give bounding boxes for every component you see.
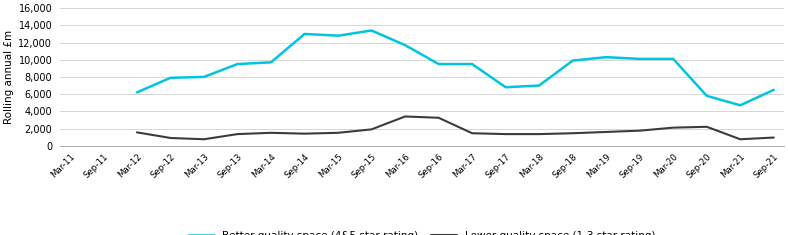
Lower quality space (1-3 star rating) (668, 126, 678, 129)
Better quality space (4&5 star rating) (333, 34, 343, 37)
Lower quality space (1-3 star rating) (132, 131, 142, 134)
Legend: Better quality space (4&5 star rating), Lower quality space (1-3 star rating): Better quality space (4&5 star rating), … (188, 231, 656, 235)
Better quality space (4&5 star rating) (568, 59, 578, 62)
Lower quality space (1-3 star rating) (501, 133, 511, 136)
Better quality space (4&5 star rating) (434, 63, 444, 66)
Better quality space (4&5 star rating) (199, 75, 209, 78)
Lower quality space (1-3 star rating) (434, 116, 444, 119)
Better quality space (4&5 star rating) (501, 86, 511, 89)
Lower quality space (1-3 star rating) (165, 137, 175, 139)
Lower quality space (1-3 star rating) (534, 133, 544, 136)
Better quality space (4&5 star rating) (668, 58, 678, 60)
Lower quality space (1-3 star rating) (199, 138, 209, 141)
Line: Lower quality space (1-3 star rating): Lower quality space (1-3 star rating) (137, 117, 774, 139)
Lower quality space (1-3 star rating) (568, 132, 578, 135)
Better quality space (4&5 star rating) (735, 104, 745, 107)
Lower quality space (1-3 star rating) (333, 131, 343, 134)
Better quality space (4&5 star rating) (769, 88, 779, 91)
Lower quality space (1-3 star rating) (735, 138, 745, 141)
Better quality space (4&5 star rating) (702, 94, 712, 97)
Better quality space (4&5 star rating) (299, 32, 309, 35)
Better quality space (4&5 star rating) (400, 44, 410, 47)
Line: Better quality space (4&5 star rating): Better quality space (4&5 star rating) (137, 31, 774, 105)
Better quality space (4&5 star rating) (165, 76, 175, 79)
Better quality space (4&5 star rating) (132, 91, 142, 94)
Lower quality space (1-3 star rating) (702, 125, 712, 128)
Lower quality space (1-3 star rating) (601, 130, 611, 133)
Lower quality space (1-3 star rating) (367, 128, 377, 131)
Lower quality space (1-3 star rating) (467, 132, 477, 135)
Lower quality space (1-3 star rating) (635, 129, 645, 132)
Better quality space (4&5 star rating) (635, 58, 645, 60)
Better quality space (4&5 star rating) (367, 29, 377, 32)
Lower quality space (1-3 star rating) (266, 131, 276, 134)
Better quality space (4&5 star rating) (601, 56, 611, 59)
Lower quality space (1-3 star rating) (400, 115, 410, 118)
Better quality space (4&5 star rating) (266, 61, 276, 64)
Lower quality space (1-3 star rating) (769, 136, 779, 139)
Lower quality space (1-3 star rating) (232, 133, 242, 136)
Lower quality space (1-3 star rating) (299, 132, 309, 135)
Better quality space (4&5 star rating) (467, 63, 477, 66)
Better quality space (4&5 star rating) (232, 63, 242, 66)
Y-axis label: Rolling annual £m: Rolling annual £m (4, 30, 14, 124)
Better quality space (4&5 star rating) (534, 84, 544, 87)
